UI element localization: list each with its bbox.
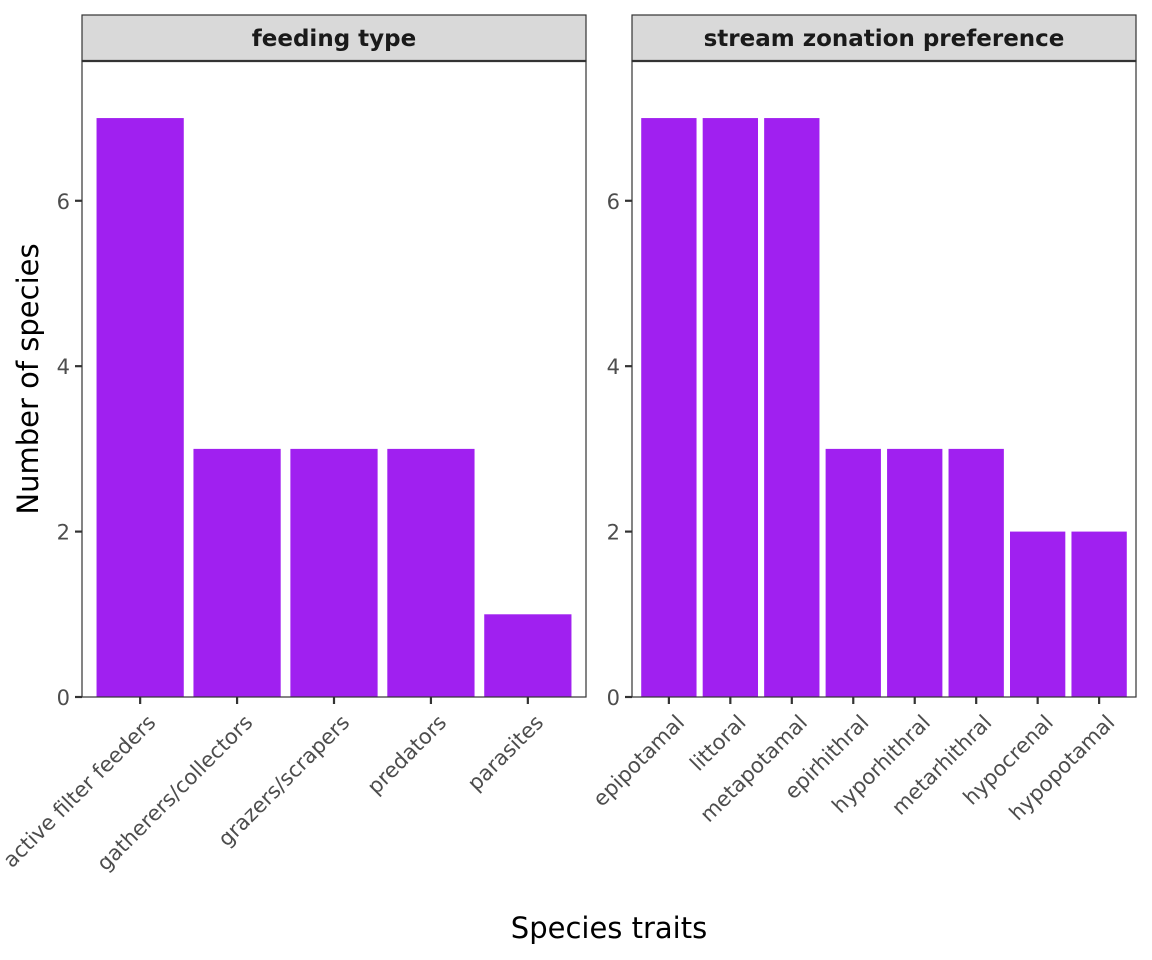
x-tick-label: hypopotamal bbox=[1005, 710, 1120, 825]
facet-strip-title: stream zonation preference bbox=[704, 26, 1065, 52]
y-tick-label: 4 bbox=[57, 355, 70, 379]
bar bbox=[96, 118, 184, 697]
facet-strip-title: feeding type bbox=[252, 26, 416, 52]
bar bbox=[641, 118, 697, 697]
bar bbox=[702, 118, 758, 697]
bar bbox=[484, 614, 572, 697]
y-tick-label: 2 bbox=[57, 521, 70, 545]
bar bbox=[948, 448, 1004, 697]
x-tick-label: epipotamal bbox=[588, 710, 689, 811]
y-tick-label: 4 bbox=[607, 355, 620, 379]
y-tick-label: 6 bbox=[607, 190, 620, 214]
facet-strip bbox=[81, 14, 587, 62]
bar bbox=[387, 448, 475, 697]
y-tick-label: 6 bbox=[57, 190, 70, 214]
y-tick-label: 0 bbox=[607, 686, 620, 710]
bar bbox=[1071, 531, 1127, 697]
facet-panel-2: stream zonation preferenceepipotamallitt… bbox=[588, 14, 1137, 827]
bar bbox=[290, 448, 378, 697]
bar bbox=[825, 448, 881, 697]
y-tick-label: 2 bbox=[607, 521, 620, 545]
x-tick-label: metapotamal bbox=[695, 710, 812, 827]
x-axis-title: Species traits bbox=[511, 911, 707, 945]
y-tick-label: 0 bbox=[57, 686, 70, 710]
bar bbox=[1010, 531, 1066, 697]
x-tick-label: predators bbox=[363, 710, 452, 799]
bar bbox=[193, 448, 281, 697]
x-tick-label: gatherers/collectors bbox=[92, 710, 257, 875]
y-axis-title: Number of species bbox=[11, 243, 45, 514]
bar bbox=[764, 118, 820, 697]
bar bbox=[887, 448, 943, 697]
x-tick-label: parasites bbox=[463, 710, 548, 795]
